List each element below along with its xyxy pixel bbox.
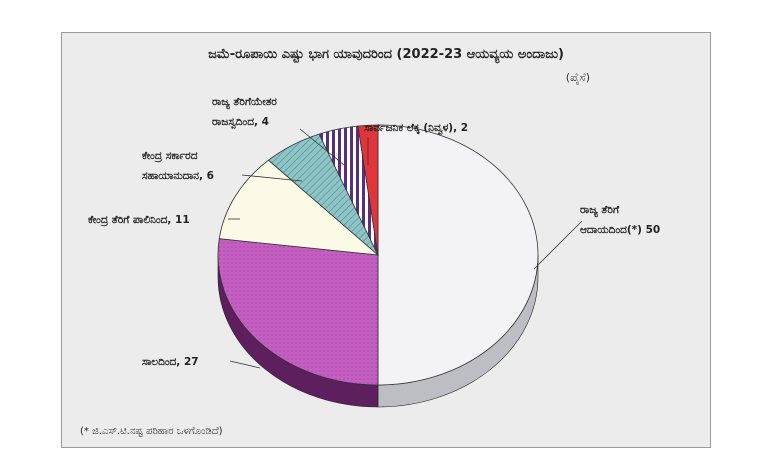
slice-label: ಆದಾಯದಿಂದ(*) 50 xyxy=(580,224,660,236)
slice-label: ಸಾರ್ವಜನಿಕ ಲೆಕ್ಕ (ನಿವ್ವಳ), 2 xyxy=(364,122,468,135)
slice-label: ಕೇಂದ್ರ ಸರ್ಕಾರದ xyxy=(142,150,198,163)
leader-line xyxy=(229,360,261,369)
pie-slice xyxy=(377,124,539,386)
pie-chart: ರಾಜ್ಯ ತೆರಿಗೆ ಆದಾಯದಿಂದ(*) 50 ಸಾಲದಿಂದ, 27 ಕೇಂ… xyxy=(88,96,660,408)
footnote: (* ಜಿ.ಎಸ್.ಟಿ.ನಷ್ಟ ಪರಿಹಾರ ಒಳಗೊಂಡಿದೆ) xyxy=(80,426,223,437)
chart-unit: (ಪೈಸೆ) xyxy=(565,71,590,84)
pie-slice xyxy=(357,124,379,256)
leader-line xyxy=(533,220,583,270)
leader-line xyxy=(241,174,303,182)
slice-label: ಕೇಂದ್ರ ತೆರಿಗೆ ಪಾಲಿನಿಂದ, 11 xyxy=(88,214,190,227)
slice-label: ರಾಜ್ಯ ತೆರಿಗೆಯೇತರ xyxy=(212,96,277,110)
slice-label: ಸಾಲದಿಂದ, 27 xyxy=(142,356,199,368)
chart-frame: ಜಮೆ-ರೂಪಾಯಿ ಎಷ್ಟು ಭಾಗ ಯಾವುದರಿಂದ (2022-23 … xyxy=(61,32,711,448)
slice-label: ರಾಜಸ್ವದಿಂದ, 4 xyxy=(212,116,269,129)
slice-label: ರಾಜ್ಯ ತೆರಿಗೆ xyxy=(580,204,620,218)
leader-line xyxy=(299,128,345,166)
pie-slice xyxy=(217,238,379,386)
pie-slice xyxy=(218,159,380,256)
slice-label: ಸಹಾಯಾನುದಾನ, 6 xyxy=(142,170,214,182)
chart-title: ಜಮೆ-ರೂಪಾಯಿ ಎಷ್ಟು ಭಾಗ ಯಾವುದರಿಂದ (2022-23 … xyxy=(208,47,564,62)
